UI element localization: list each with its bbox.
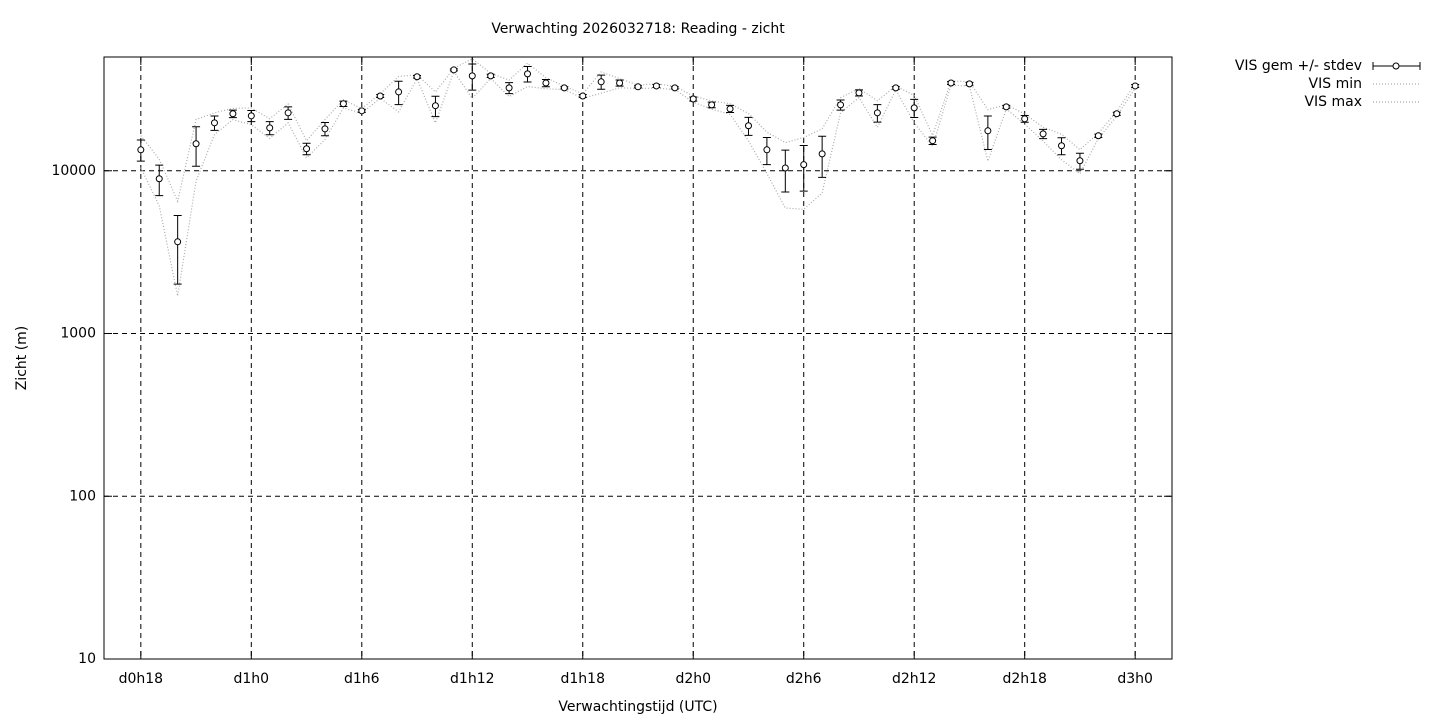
point (1113, 110, 1121, 118)
point (1058, 142, 1066, 150)
y-tick-label: 10 (78, 651, 96, 667)
point (947, 79, 955, 87)
point (671, 84, 679, 92)
point (560, 84, 568, 92)
y-tick-label: 100 (69, 488, 96, 504)
legend-swatch (1392, 62, 1400, 70)
legend-label: VIS max (1304, 94, 1362, 110)
y-tick-label: 10000 (51, 163, 96, 179)
point (303, 145, 311, 153)
x-tick-label: d2h6 (786, 671, 822, 687)
point (395, 88, 403, 96)
point (266, 124, 274, 132)
point (450, 66, 458, 74)
point (910, 104, 918, 112)
point (579, 92, 587, 100)
point (468, 72, 476, 80)
x-tick-label: d1h12 (450, 671, 494, 687)
point (1094, 132, 1102, 140)
plot-frame (103, 56, 1173, 660)
point (855, 89, 863, 97)
point (634, 83, 642, 91)
point (616, 79, 624, 87)
point (192, 140, 200, 148)
point (800, 161, 808, 169)
x-tick-label: d1h18 (561, 671, 605, 687)
point (781, 164, 789, 172)
x-tick-label: d2h0 (675, 671, 711, 687)
point (818, 150, 826, 158)
legend-label: VIS gem +/- stdev (1235, 58, 1362, 74)
point (505, 84, 513, 92)
error-bar (173, 214, 182, 285)
x-tick-label: d2h12 (892, 671, 936, 687)
point (487, 72, 495, 80)
point (137, 146, 145, 154)
point (652, 82, 660, 90)
point (247, 112, 255, 120)
point (229, 110, 237, 118)
point (376, 92, 384, 100)
point (1039, 130, 1047, 138)
point (174, 238, 182, 246)
point (689, 95, 697, 103)
line (140, 70, 1136, 297)
x-axis-label: Verwachtingstijd (UTC) (558, 699, 717, 715)
x-tick-label: d2h18 (1002, 671, 1046, 687)
point (1131, 82, 1139, 90)
point (929, 137, 937, 145)
point (744, 122, 752, 130)
x-tick-label: d1h6 (344, 671, 380, 687)
point (1076, 157, 1084, 165)
point (984, 127, 992, 135)
point (965, 80, 973, 88)
point (431, 102, 439, 110)
point (542, 79, 550, 87)
y-axis-label: Zicht (m) (14, 326, 30, 391)
point (1002, 103, 1010, 111)
point (358, 107, 366, 115)
point (597, 78, 605, 86)
point (413, 73, 421, 81)
y-tick-label: 1000 (60, 326, 96, 342)
point (524, 70, 532, 78)
point (284, 109, 292, 117)
point (321, 125, 329, 133)
point (763, 146, 771, 154)
point (339, 100, 347, 108)
point (726, 105, 734, 113)
x-tick-label: d3h0 (1117, 671, 1153, 687)
point (210, 119, 218, 127)
x-tick-label: d1h0 (234, 671, 270, 687)
point (155, 175, 163, 183)
point (1021, 115, 1029, 123)
point (873, 109, 881, 117)
chart-title: Verwachting 2026032718: Reading - zicht (491, 21, 785, 37)
x-tick-label: d0h18 (119, 671, 163, 687)
error-bar (799, 144, 808, 192)
point (837, 101, 845, 109)
legend-label: VIS min (1309, 76, 1362, 92)
point (708, 101, 716, 109)
point (892, 84, 900, 92)
